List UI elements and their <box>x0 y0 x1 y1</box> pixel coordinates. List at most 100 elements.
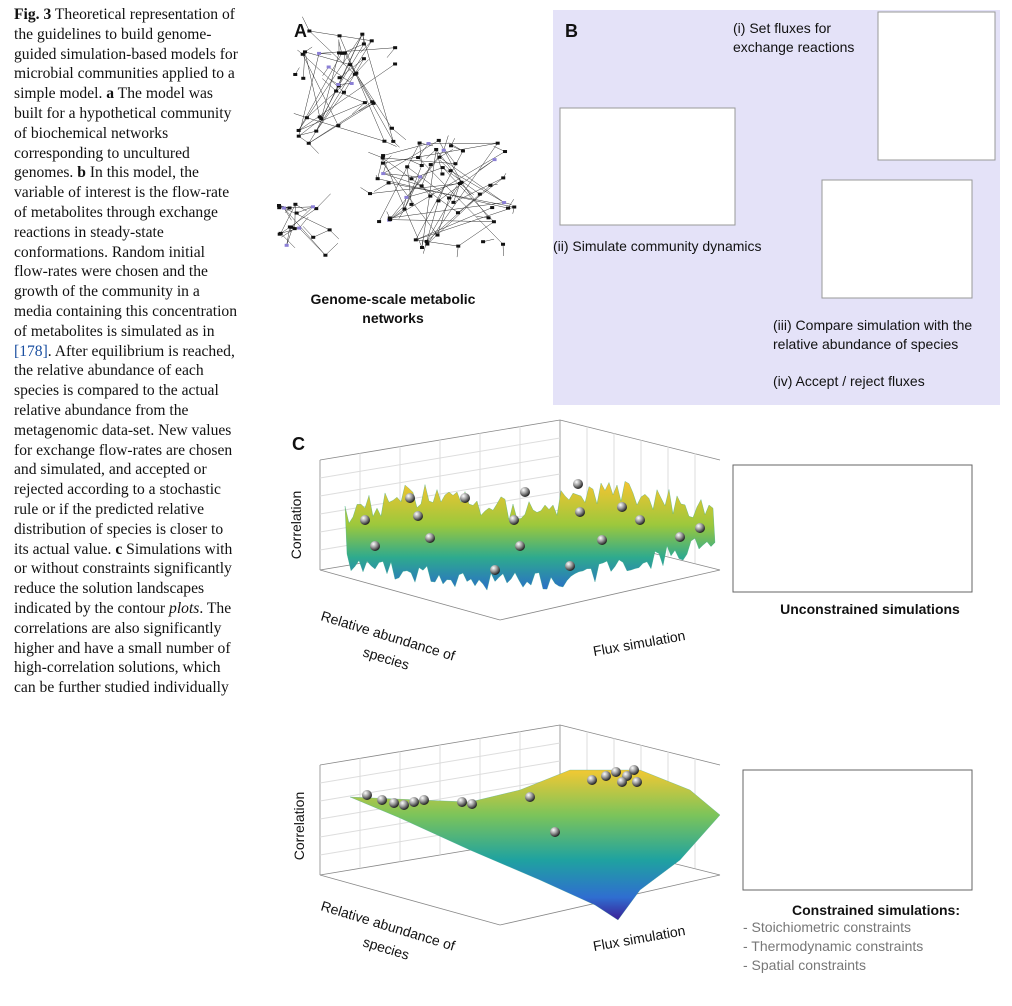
network-node <box>336 124 341 128</box>
network-edge <box>291 206 314 228</box>
caption-label: Fig. 3 <box>14 6 52 23</box>
caption-part-label: a <box>106 85 115 103</box>
network-node <box>490 206 495 210</box>
network-node <box>341 90 346 94</box>
caption-text: Theoretical representation of the guidel… <box>14 6 238 103</box>
solution-marker <box>409 797 419 807</box>
network-node <box>492 158 497 162</box>
network-node <box>426 142 431 146</box>
network-node <box>388 218 393 222</box>
network-edge <box>306 73 357 118</box>
solution-marker <box>629 765 639 775</box>
network-node <box>381 154 386 158</box>
solution-marker <box>617 502 627 512</box>
network-edge <box>308 103 374 144</box>
network-edge <box>417 143 429 158</box>
network-node <box>348 63 353 67</box>
network-node <box>425 242 430 246</box>
network-node <box>502 201 507 205</box>
network-node <box>296 134 301 138</box>
citation-link[interactable]: [178] <box>14 342 48 360</box>
network-node <box>436 138 441 142</box>
network-node <box>327 228 332 232</box>
network-node <box>419 163 424 167</box>
network-edge <box>450 170 505 203</box>
solution-marker <box>457 797 467 807</box>
network-edge <box>298 34 363 131</box>
caption-text: Simulations with or without constraints … <box>14 540 233 617</box>
network-edge <box>302 54 339 126</box>
network-node <box>402 207 407 211</box>
solution-marker <box>632 777 642 787</box>
network-node <box>380 161 385 165</box>
network-edge <box>293 113 307 118</box>
network-node <box>323 253 328 257</box>
network-node <box>495 141 500 145</box>
network-node <box>409 202 414 206</box>
network-edge <box>383 173 421 178</box>
network-node <box>382 139 387 143</box>
panel-letter: A <box>294 21 307 41</box>
network-node <box>336 82 341 86</box>
network-node <box>369 39 374 43</box>
network-edge <box>415 150 464 240</box>
network-edge <box>426 183 461 242</box>
network-node <box>387 216 392 220</box>
network-node <box>420 246 425 250</box>
network-edge <box>388 151 506 221</box>
network-edge <box>388 182 515 208</box>
network-node <box>440 166 445 170</box>
network-edge <box>298 63 396 131</box>
network-edge <box>407 166 450 199</box>
network-node <box>393 62 398 66</box>
network-edge <box>386 47 396 58</box>
panel-title: networks <box>362 310 424 326</box>
solution-marker <box>520 487 530 497</box>
network-edge <box>415 206 515 241</box>
network-edge <box>456 246 459 258</box>
network-edge <box>448 185 458 199</box>
contour-plot <box>742 769 973 891</box>
caption-text: In this model, the variable of interest … <box>14 164 238 340</box>
solution-marker <box>460 493 470 503</box>
flux-plot <box>877 11 996 161</box>
network-edge <box>349 64 393 129</box>
network-edge <box>308 101 373 144</box>
network-edge <box>278 205 330 231</box>
network-node <box>404 195 409 199</box>
caption-text: The model was built for a hypothetical c… <box>14 85 232 182</box>
network-edge <box>280 233 296 249</box>
solution-marker <box>565 561 575 571</box>
network-node <box>354 71 359 75</box>
network-edge <box>343 53 346 65</box>
network-edge <box>362 34 394 142</box>
axis-frame <box>559 724 721 766</box>
step-label: (iv) Accept / reject fluxes <box>773 373 925 389</box>
network-edge <box>286 230 292 246</box>
network-node <box>424 239 429 243</box>
network-edge <box>306 117 385 142</box>
network-node <box>380 156 385 160</box>
solution-marker <box>587 775 597 785</box>
network-node <box>456 244 461 248</box>
network-edge <box>316 34 363 132</box>
solution-marker <box>413 511 423 521</box>
network-edge <box>338 41 343 54</box>
solution-marker <box>490 565 500 575</box>
network-node <box>389 126 394 130</box>
network-edge <box>437 197 450 236</box>
step-label: relative abundance of species <box>773 336 958 352</box>
network-edge <box>406 166 412 205</box>
network-node <box>381 172 386 176</box>
network-edge <box>279 208 317 235</box>
network-edge <box>298 118 322 137</box>
network-node <box>349 81 354 85</box>
network-edge <box>406 182 462 198</box>
network-node <box>409 177 414 181</box>
network-node <box>437 155 442 159</box>
network-edge <box>329 229 340 240</box>
network-node <box>393 46 398 50</box>
network-edge <box>443 135 449 151</box>
network-node <box>453 162 458 166</box>
